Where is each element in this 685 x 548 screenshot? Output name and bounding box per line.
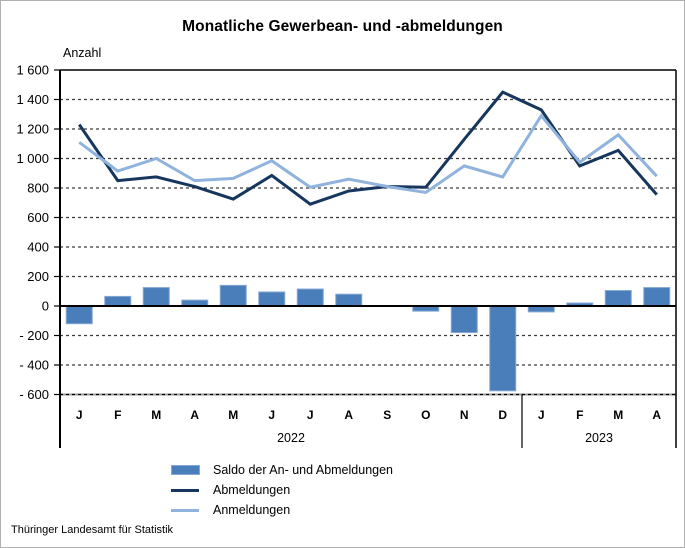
y-tick-label: 400: [27, 240, 49, 255]
source-attribution: Thüringer Landesamt für Statistik: [11, 524, 174, 536]
legend-item-anmeldungen: Anmeldungen: [171, 500, 393, 520]
y-tick-label: - 600: [19, 387, 49, 402]
month-label: F: [114, 408, 121, 422]
y-tick-label: 1 000: [16, 151, 49, 166]
month-label: M: [228, 408, 238, 422]
y-tick-label: - 400: [19, 358, 49, 373]
month-label: J: [307, 408, 314, 422]
anmeldungen-line-swatch: [171, 508, 199, 512]
month-label: F: [576, 408, 583, 422]
month-label: M: [151, 408, 161, 422]
y-axis-unit-label: Anzahl: [63, 46, 102, 60]
month-label: J: [538, 408, 545, 422]
y-tick-label: 200: [27, 269, 49, 284]
saldo-bar: [335, 293, 363, 307]
chart-title: Monatliche Gewerbean- und -abmeldungen: [182, 18, 503, 35]
y-tick-label: 800: [27, 181, 49, 196]
month-label: J: [76, 408, 83, 422]
saldo-bar: [219, 284, 247, 307]
saldo-bar: [450, 305, 478, 334]
month-label: J: [268, 408, 275, 422]
month-label: A: [190, 408, 199, 422]
saldo-bar: [489, 305, 517, 392]
anmeldungen-line: [78, 113, 658, 194]
abmeldungen-line-swatch: [171, 488, 199, 492]
legend-label-abmeldungen: Abmeldungen: [213, 483, 291, 497]
saldo-bar: [296, 288, 324, 307]
legend-label-saldo: Saldo der An- und Abmeldungen: [213, 463, 393, 477]
month-label: M: [613, 408, 623, 422]
y-tick-label: 0: [42, 299, 49, 314]
saldo-bar-swatch: [171, 465, 200, 475]
saldo-bar: [604, 290, 632, 307]
month-label: A: [344, 408, 353, 422]
legend-item-saldo: Saldo der An- und Abmeldungen: [171, 460, 393, 480]
saldo-bar: [142, 287, 170, 307]
saldo-bar: [258, 291, 286, 307]
saldo-bar: [65, 305, 93, 325]
y-tick-label: 600: [27, 210, 49, 225]
month-label: S: [383, 408, 391, 422]
month-label: O: [421, 408, 430, 422]
legend: Saldo der An- und Abmeldungen Abmeldunge…: [171, 460, 393, 520]
legend-swatch-wrap: [171, 508, 213, 512]
legend-swatch-wrap: [171, 465, 213, 475]
legend-item-abmeldungen: Abmeldungen: [171, 480, 393, 500]
y-tick-label: - 200: [19, 328, 49, 343]
year-label: 2023: [585, 431, 613, 445]
legend-label-anmeldungen: Anmeldungen: [213, 503, 291, 517]
legend-swatch-wrap: [171, 488, 213, 492]
saldo-bar: [104, 295, 132, 307]
y-tick-label: 1 400: [16, 92, 49, 107]
month-label: A: [652, 408, 661, 422]
y-tick-label: 1 600: [16, 63, 49, 78]
y-tick-label: 1 200: [16, 122, 49, 137]
year-label: 2022: [277, 431, 305, 445]
month-label: D: [498, 408, 507, 422]
month-label: N: [460, 408, 469, 422]
saldo-bar: [643, 287, 671, 307]
